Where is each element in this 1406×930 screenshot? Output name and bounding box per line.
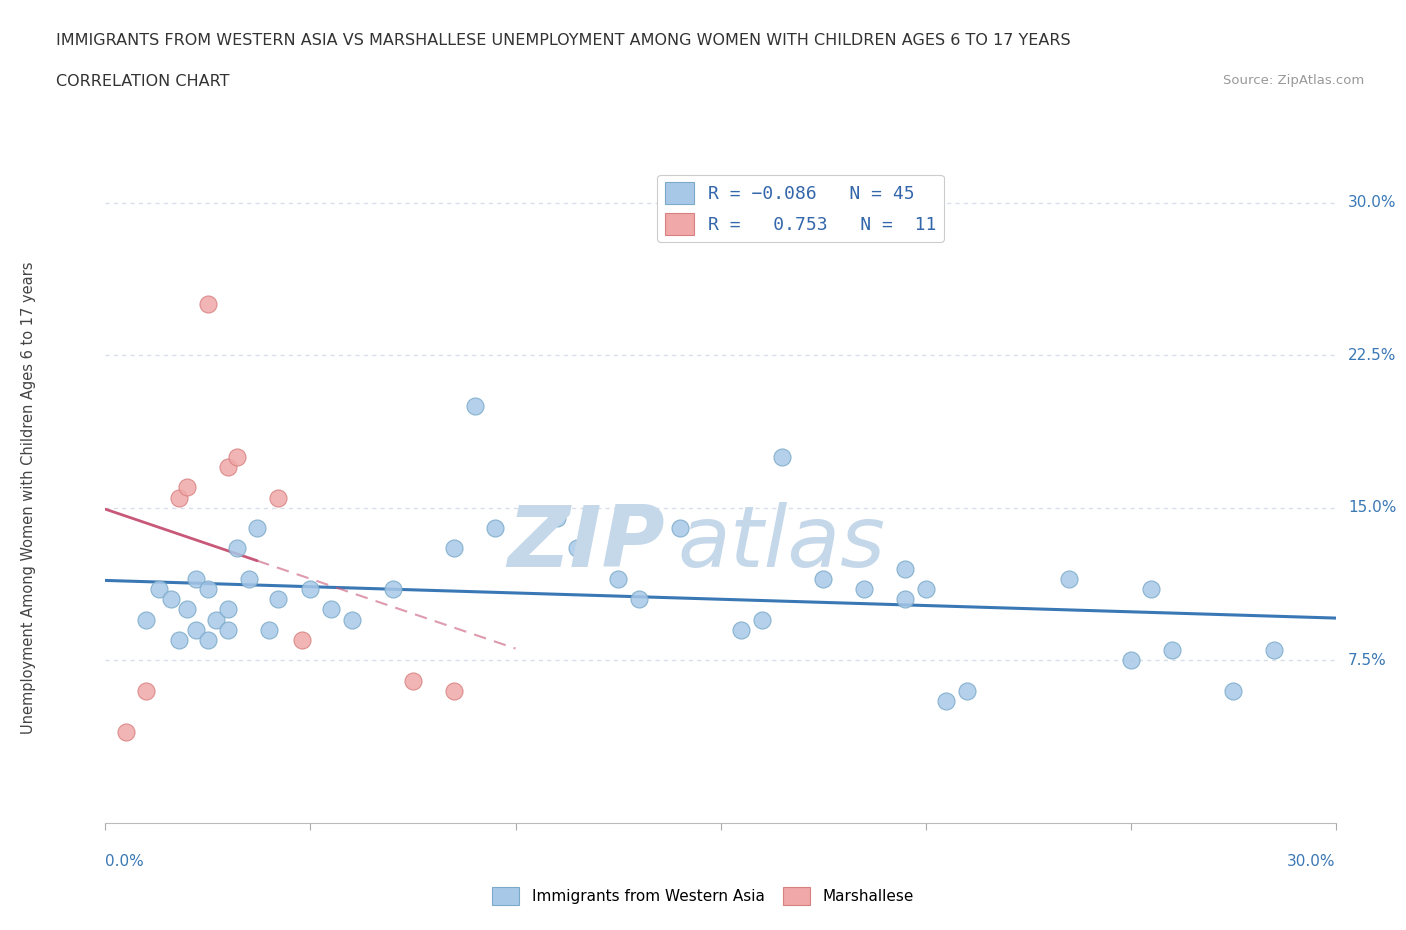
Point xyxy=(238,571,260,587)
Text: 22.5%: 22.5% xyxy=(1348,348,1396,363)
Point xyxy=(1222,684,1244,698)
Point xyxy=(340,612,363,627)
Text: Unemployment Among Women with Children Ages 6 to 17 years: Unemployment Among Women with Children A… xyxy=(21,261,35,734)
Point xyxy=(135,684,157,698)
Point xyxy=(205,612,228,627)
Point xyxy=(197,581,219,596)
Point xyxy=(730,622,752,637)
Point xyxy=(894,562,917,577)
Point xyxy=(218,602,240,617)
Point xyxy=(484,521,506,536)
Point xyxy=(1057,571,1080,587)
Text: 30.0%: 30.0% xyxy=(1348,195,1396,210)
Point xyxy=(225,541,247,556)
Text: IMMIGRANTS FROM WESTERN ASIA VS MARSHALLESE UNEMPLOYMENT AMONG WOMEN WITH CHILDR: IMMIGRANTS FROM WESTERN ASIA VS MARSHALL… xyxy=(56,33,1071,47)
Point xyxy=(1140,581,1163,596)
Point xyxy=(443,541,465,556)
Point xyxy=(1119,653,1142,668)
Point xyxy=(1263,643,1285,658)
Text: 15.0%: 15.0% xyxy=(1348,500,1396,515)
Text: atlas: atlas xyxy=(678,501,886,585)
Point xyxy=(853,581,876,596)
Point xyxy=(267,591,290,606)
Point xyxy=(668,521,690,536)
Text: CORRELATION CHART: CORRELATION CHART xyxy=(56,74,229,89)
Text: Source: ZipAtlas.com: Source: ZipAtlas.com xyxy=(1223,74,1364,87)
Point xyxy=(319,602,342,617)
Point xyxy=(291,632,314,647)
Point xyxy=(299,581,322,596)
Point xyxy=(246,521,269,536)
Point xyxy=(148,581,170,596)
Point xyxy=(402,673,425,688)
Point xyxy=(184,571,207,587)
Point xyxy=(546,511,568,525)
Point xyxy=(770,449,793,464)
Point xyxy=(176,480,198,495)
Point xyxy=(607,571,630,587)
Text: 30.0%: 30.0% xyxy=(1288,854,1336,869)
Point xyxy=(176,602,198,617)
Point xyxy=(218,459,240,474)
Point xyxy=(751,612,773,627)
Point xyxy=(811,571,834,587)
Point xyxy=(935,694,957,709)
Point xyxy=(894,591,917,606)
Point xyxy=(135,612,157,627)
Point xyxy=(464,399,486,414)
Legend: Immigrants from Western Asia, Marshallese: Immigrants from Western Asia, Marshalles… xyxy=(486,882,920,911)
Legend: R = −0.086   N = 45, R =   0.753   N =  11: R = −0.086 N = 45, R = 0.753 N = 11 xyxy=(658,175,943,242)
Point xyxy=(914,581,936,596)
Text: 7.5%: 7.5% xyxy=(1348,653,1386,668)
Point xyxy=(197,632,219,647)
Point xyxy=(565,541,588,556)
Point xyxy=(956,684,979,698)
Point xyxy=(259,622,281,637)
Text: 0.0%: 0.0% xyxy=(105,854,145,869)
Point xyxy=(225,449,247,464)
Point xyxy=(160,591,183,606)
Point xyxy=(169,632,191,647)
Point xyxy=(1160,643,1182,658)
Point xyxy=(115,724,138,739)
Text: ZIP: ZIP xyxy=(508,501,665,585)
Point xyxy=(267,490,290,505)
Point xyxy=(627,591,650,606)
Point xyxy=(169,490,191,505)
Point xyxy=(381,581,404,596)
Point xyxy=(184,622,207,637)
Point xyxy=(443,684,465,698)
Point xyxy=(197,297,219,312)
Point xyxy=(218,622,240,637)
